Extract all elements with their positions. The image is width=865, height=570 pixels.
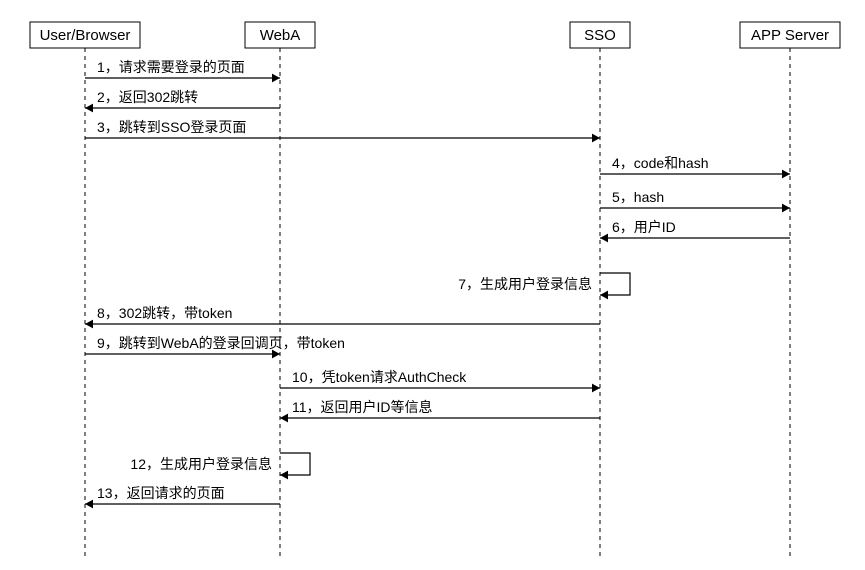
message-label-10: 10，凭token请求AuthCheck xyxy=(292,369,467,385)
message-label-2: 2，返回302跳转 xyxy=(97,89,198,105)
sequence-diagram: User/Browser WebA SSO APP Server 1，请求需要登录的页面… xyxy=(0,0,865,570)
message-4: 4，code和hash xyxy=(600,155,790,174)
message-1: 1，请求需要登录的页面 xyxy=(85,59,280,78)
message-label-12: 12，生成用户登录信息 xyxy=(130,456,272,472)
message-8: 8，302跳转，带token xyxy=(85,305,600,324)
participant-label-user: User/Browser xyxy=(40,27,131,44)
message-6: 6，用户ID xyxy=(600,219,790,238)
participant-label-sso: SSO xyxy=(584,27,616,44)
message-11: 11，返回用户ID等信息 xyxy=(280,399,600,418)
message-13: 13，返回请求的页面 xyxy=(85,485,280,504)
message-label-6: 6，用户ID xyxy=(612,219,676,235)
message-label-7: 7，生成用户登录信息 xyxy=(458,276,592,292)
participant-label-app: APP Server xyxy=(751,27,829,44)
message-3: 3，跳转到SSO登录页面 xyxy=(85,119,600,138)
message-9: 9，跳转到WebA的登录回调页，带token xyxy=(85,335,345,354)
message-label-3: 3，跳转到SSO登录页面 xyxy=(97,119,246,135)
message-label-5: 5，hash xyxy=(612,189,664,205)
message-12: 12，生成用户登录信息 xyxy=(130,453,310,475)
message-label-9: 9，跳转到WebA的登录回调页，带token xyxy=(97,335,345,351)
message-10: 10，凭token请求AuthCheck xyxy=(280,369,600,388)
message-label-8: 8，302跳转，带token xyxy=(97,305,232,321)
message-2: 2，返回302跳转 xyxy=(85,89,280,108)
participant-label-weba: WebA xyxy=(260,27,301,44)
message-5: 5，hash xyxy=(600,189,790,208)
message-7: 7，生成用户登录信息 xyxy=(458,273,630,295)
message-label-4: 4，code和hash xyxy=(612,155,709,171)
message-label-1: 1，请求需要登录的页面 xyxy=(97,59,245,75)
message-label-13: 13，返回请求的页面 xyxy=(97,485,225,501)
message-label-11: 11，返回用户ID等信息 xyxy=(292,399,433,415)
